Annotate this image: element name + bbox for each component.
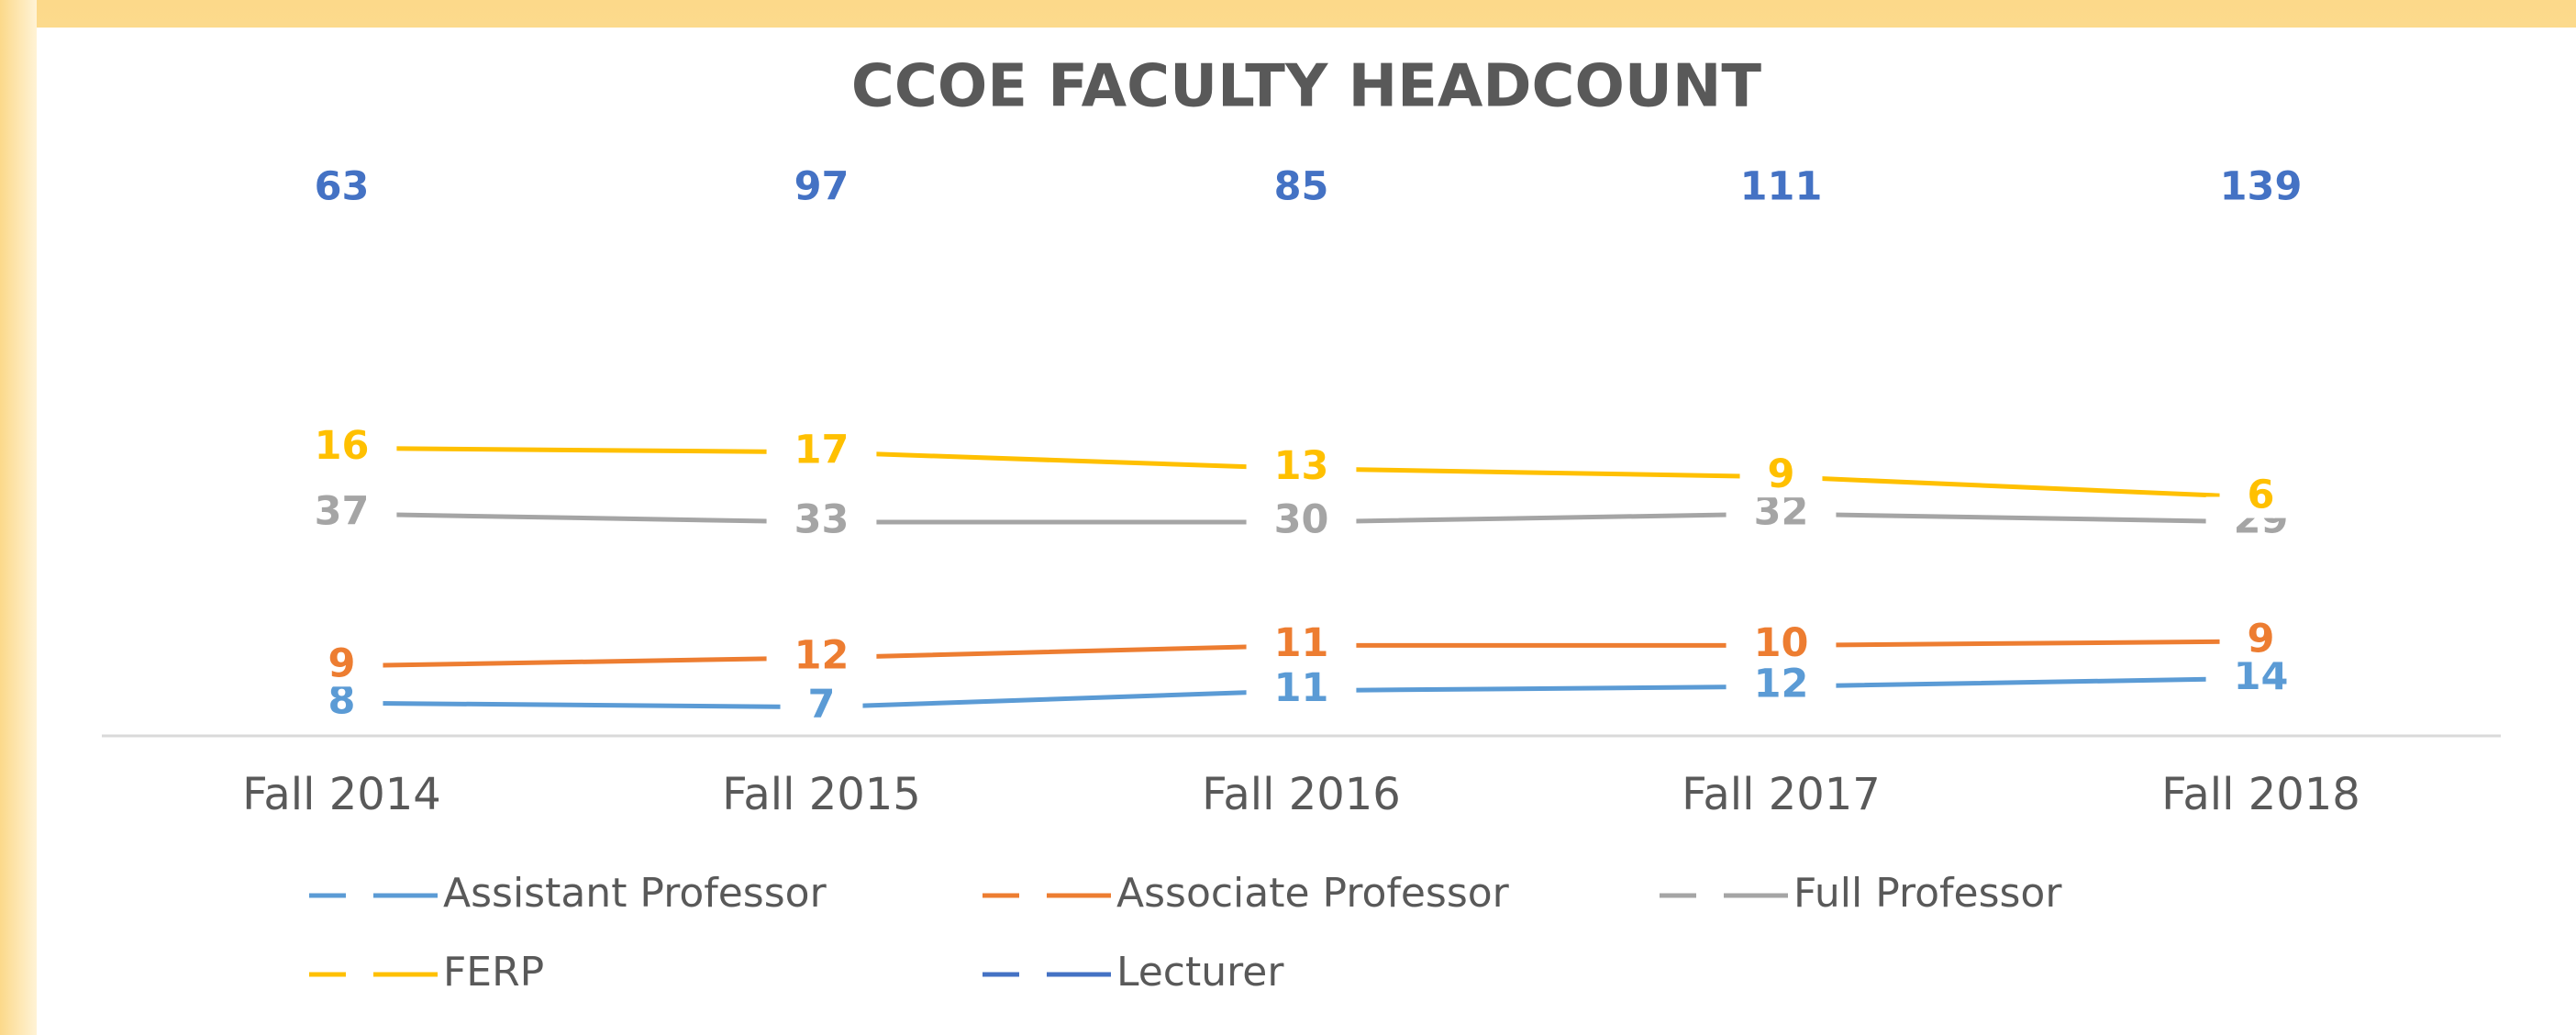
data-label-bg [2219,472,2303,518]
data-label: 37 [315,489,370,535]
data-label: 139 [2220,164,2303,210]
data-label-bg [1246,496,1357,543]
data-label-bg [2219,616,2303,662]
data-label: 7 [808,682,836,728]
data-label: 111 [1740,164,1823,210]
data-label-bg [1246,665,1357,712]
x-tick-label: Fall 2015 [722,769,921,820]
data-label-bg [1739,451,1823,498]
data-label: 11 [1274,620,1329,666]
data-label-bg [1726,619,1837,666]
data-label: 6 [2248,473,2275,518]
data-label-bg [286,163,397,210]
background-edge [0,0,37,1035]
x-tick-label: Fall 2014 [242,769,441,820]
chart-title: CCOE FACULTY HEADCOUNT [851,53,1762,121]
data-label-bg [1246,443,1357,490]
data-label-bg [766,427,877,473]
data-label: 12 [1754,662,1809,707]
legend-label: Assistant Professor [443,870,827,917]
data-label: 30 [1274,496,1329,542]
data-label-bg [780,682,863,729]
legend: Assistant Professor Associate Professor Fu… [309,870,2062,996]
data-label-bg [1726,661,1837,707]
data-label: 16 [315,423,370,469]
data-label: 10 [1754,620,1809,666]
legend-label: Associate Professor [1116,870,1510,917]
data-label: 9 [328,640,356,686]
data-label-bg [286,422,397,469]
data-label-bg [300,640,383,687]
x-tick-label: Fall 2018 [2161,769,2360,820]
legend-label: FERP [443,949,544,996]
data-label-bg [766,632,877,679]
data-label-bg [766,496,877,543]
data-label: 33 [794,496,849,542]
data-label: 85 [1274,164,1329,210]
data-label: 63 [315,164,370,210]
data-label-bg [286,488,397,535]
data-label-bg [1712,163,1850,210]
data-label: 9 [1768,451,1795,497]
data-label-bg [1246,163,1357,210]
data-label: 97 [794,164,849,210]
data-label: 9 [2248,616,2275,662]
x-tick-label: Fall 2017 [1682,769,1881,820]
data-label: 12 [794,632,849,678]
data-label: 13 [1274,443,1329,489]
legend-label: Lecturer [1116,949,1284,996]
data-label-bg [2192,163,2330,210]
data-label: 17 [794,427,849,473]
data-label-bg [766,163,877,210]
data-label: 11 [1274,665,1329,711]
data-label-bg [1246,619,1357,666]
x-tick-label: Fall 2016 [1202,769,1401,820]
legend-label: Full Professor [1793,870,2062,917]
